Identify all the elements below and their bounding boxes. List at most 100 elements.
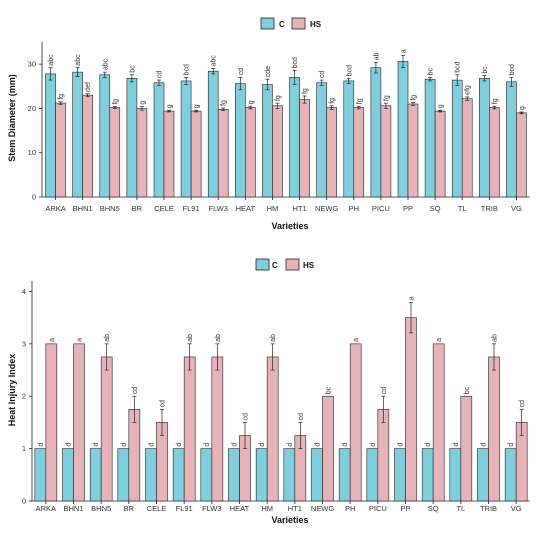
significance-label: a <box>409 296 416 300</box>
significance-label: ab <box>104 334 111 342</box>
bar-hs <box>353 107 365 198</box>
significance-label: ab <box>187 334 194 342</box>
significance-label: d <box>204 443 211 447</box>
bar-hs <box>489 107 500 198</box>
bar-hs <box>245 107 256 198</box>
bar-c <box>366 448 379 502</box>
significance-label: bc <box>464 386 471 394</box>
significance-label: d <box>149 443 156 447</box>
significance-label: a <box>49 338 56 342</box>
y-tick-label: 3 <box>22 339 26 348</box>
significance-label: fg <box>275 95 282 101</box>
x-tick-label: PP <box>400 504 410 513</box>
bar-hs <box>461 98 473 198</box>
x-axis-title: Varieties <box>271 515 308 525</box>
significance-label: cd <box>157 71 164 79</box>
bar-c <box>289 77 300 198</box>
significance-label: bc <box>326 386 333 394</box>
bar-c <box>34 448 47 502</box>
x-tick-label: FL91 <box>176 504 193 513</box>
x-tick-label: PH <box>345 504 355 513</box>
bar-hs <box>73 343 85 502</box>
bar-c <box>180 80 192 198</box>
significance-label: d <box>259 443 266 447</box>
bar-c <box>451 79 463 198</box>
bar-c <box>72 71 83 198</box>
significance-label: d <box>425 443 432 447</box>
bar-c <box>172 448 185 502</box>
significance-label: fg <box>112 99 119 105</box>
x-tick-label: BR <box>124 504 135 513</box>
significance-label: fg <box>356 98 363 104</box>
y-ticks: 0 1 2 3 4 <box>22 287 32 506</box>
bar-hs <box>434 110 446 198</box>
significance-label: g <box>139 101 146 105</box>
significance-label: bc <box>428 68 435 76</box>
significance-label: fg <box>492 98 499 104</box>
bars: abcfgabcdefabcfgbcgcdgbcdgabcfgcdgcdefgb… <box>45 49 527 198</box>
significance-label: bc <box>129 65 136 73</box>
significance-label: bcd <box>509 64 516 75</box>
x-tick-label: BHN5 <box>100 204 120 213</box>
significance-label: ab <box>270 334 277 342</box>
chart-heat-injury-index: C HS Heat Injury Index Varieties 0 1 2 3 4 d… <box>7 258 530 525</box>
significance-label: bcd <box>184 64 191 75</box>
y-ticks: 0 10 20 30 <box>28 60 42 202</box>
bar-c <box>99 74 111 198</box>
y-axis-title: Heat Injury Index <box>7 354 17 427</box>
significance-label: d <box>66 443 73 447</box>
x-tick-label: TL <box>458 204 467 213</box>
significance-label: d <box>287 443 294 447</box>
bar-hs <box>266 356 279 502</box>
bar-c <box>311 448 323 502</box>
significance-label: cd <box>238 68 245 76</box>
bar-c <box>370 67 382 198</box>
significance-label: g <box>438 104 445 108</box>
x-tick-label: HM <box>267 204 279 213</box>
significance-label: cd <box>381 387 388 395</box>
x-tick-label: HEAT <box>230 504 250 513</box>
significance-label: d <box>370 443 377 447</box>
y-tick-label: 30 <box>28 60 36 69</box>
x-tick-label: HT1 <box>288 504 302 513</box>
significance-label: bcd <box>346 65 353 76</box>
x-tick-label: NEWG <box>311 504 334 513</box>
bar-c <box>255 448 268 502</box>
bar-hs <box>326 107 337 198</box>
x-tick-label: PH <box>349 204 359 213</box>
significance-label: a <box>353 338 360 342</box>
bar-hs <box>405 317 417 502</box>
bar-c <box>153 82 165 198</box>
bar-hs <box>377 409 390 502</box>
significance-label: d <box>93 443 100 447</box>
significance-label: def <box>85 82 92 92</box>
significance-label: d <box>481 443 488 447</box>
y-tick-label: 1 <box>22 444 26 453</box>
significance-label: ab <box>492 334 499 342</box>
significance-label: d <box>398 443 405 447</box>
x-tick-label: VG <box>511 504 522 513</box>
bar-hs <box>109 107 121 198</box>
significance-label: d <box>232 443 239 447</box>
y-tick-label: 0 <box>22 497 26 506</box>
significance-label: d <box>121 443 128 447</box>
bars: d a d a d ab d cd d cd d ab d ab d cd d ab d cd d bc d a d cd d a d a… <box>34 296 528 502</box>
bar-hs <box>407 103 419 198</box>
bar-c <box>126 78 138 198</box>
significance-label: cde <box>265 66 272 77</box>
bar-hs <box>516 112 527 198</box>
x-tick-label: HEAT <box>236 204 256 213</box>
significance-label: cd <box>519 400 526 408</box>
legend-swatch-c <box>255 258 270 271</box>
bar-hs <box>45 343 58 502</box>
bar-c <box>262 84 273 198</box>
bar-c <box>449 448 462 502</box>
legend-swatch-c <box>260 17 275 30</box>
bar-c <box>424 78 436 198</box>
bar-hs <box>349 343 362 502</box>
bar-hs <box>460 395 473 502</box>
x-tick-label: PICU <box>369 504 387 513</box>
significance-label: fg <box>411 95 418 101</box>
bar-hs <box>380 105 392 198</box>
significance-label: fg <box>383 95 390 101</box>
